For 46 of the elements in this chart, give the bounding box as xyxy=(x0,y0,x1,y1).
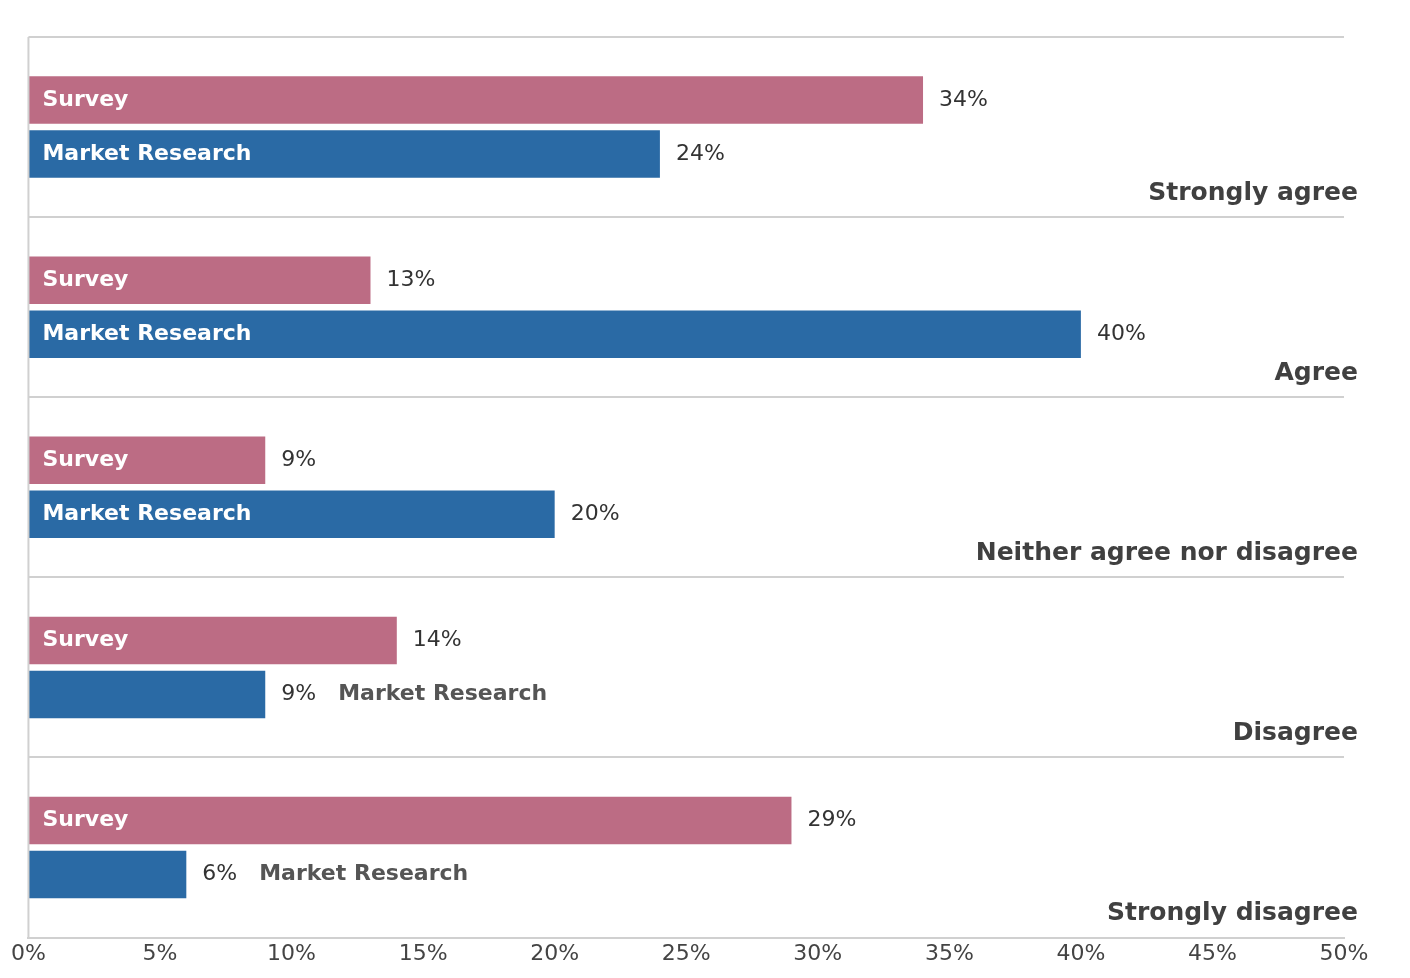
x-tick-label: 45% xyxy=(1187,939,1237,965)
bar xyxy=(28,796,792,845)
text: Survey xyxy=(42,626,129,652)
text: Market Research xyxy=(42,500,252,526)
x-tick-label: 20% xyxy=(530,939,580,965)
x-tick-label: 35% xyxy=(924,939,974,965)
bar xyxy=(28,310,1081,358)
text: Survey xyxy=(42,265,129,291)
x-tick-label: 0% xyxy=(11,939,46,965)
x-tick-label: 15% xyxy=(398,939,448,965)
y-tick-label: Strongly agree xyxy=(1148,176,1358,206)
data-label: 9% xyxy=(281,680,317,706)
bar xyxy=(28,76,924,124)
bar xyxy=(28,616,397,665)
series-label: Survey xyxy=(42,85,129,111)
x-tick-label: 10% xyxy=(267,939,317,965)
x-tick-label: 30% xyxy=(793,939,843,965)
x-tick-label: 25% xyxy=(661,939,711,965)
y-tick-label: Agree xyxy=(1274,356,1358,386)
bar xyxy=(28,490,555,539)
y-tick-label: Disagree xyxy=(1232,716,1358,746)
text: Market Research xyxy=(42,319,252,345)
bar xyxy=(28,130,660,178)
text: Market Research xyxy=(338,680,548,706)
data-label: 9% xyxy=(281,446,317,471)
text: Market Research xyxy=(259,860,469,886)
bar xyxy=(28,850,187,899)
data-label: 40% xyxy=(1096,319,1146,345)
x-tick-label: 5% xyxy=(142,939,178,965)
data-label: 24% xyxy=(675,139,725,165)
data-label: 29% xyxy=(807,806,857,832)
data-label: 34% xyxy=(939,85,988,111)
text: Survey xyxy=(42,446,129,471)
y-tick-label: Strongly disagree xyxy=(1106,897,1358,927)
text: Survey xyxy=(42,806,129,832)
x-tick-label: 50% xyxy=(1319,939,1369,965)
data-label: 20% xyxy=(570,500,620,526)
y-tick-label: Neither agree nor disagree xyxy=(975,536,1358,566)
series-label: Market Research xyxy=(42,139,252,165)
bar xyxy=(28,670,266,719)
data-label: 6% xyxy=(202,860,238,886)
bar xyxy=(28,436,266,485)
data-label: 14% xyxy=(412,626,462,652)
bar xyxy=(28,256,371,304)
x-tick-label: 40% xyxy=(1056,939,1106,965)
data-label: 13% xyxy=(386,265,436,291)
